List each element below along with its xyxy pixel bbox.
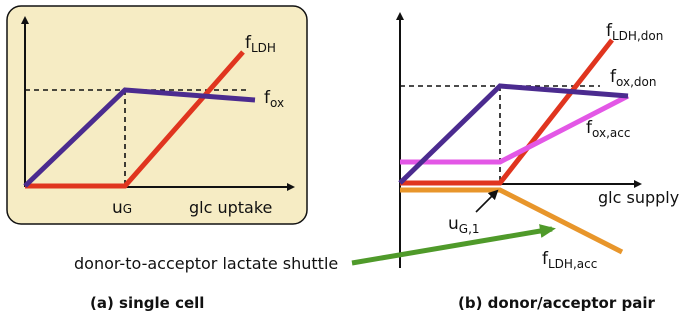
lactate-shuttle-label: donor-to-acceptor lactate shuttle: [74, 254, 338, 273]
panel-a-f-ox-label: fox: [264, 88, 284, 110]
panel-a-caption: (a) single cell: [90, 294, 204, 312]
panel-a-f-ldh-label: fLDH: [245, 33, 276, 55]
panel-b-f-ldh-don-label: fLDH,don: [606, 21, 663, 43]
panel-a: fLDH fox uG glc uptake: [6, 5, 308, 225]
panel-a-x-axis-label: glc uptake: [189, 198, 272, 217]
panel-b: fLDH,don fox,don fox,acc glc supply uG,1…: [396, 12, 679, 271]
panel-b-ug-label: uG,1: [448, 214, 480, 236]
panel-b-x-axis-label: glc supply: [598, 188, 679, 207]
panel-b-f-ldh-acc-label: fLDH,acc: [542, 249, 597, 271]
panel-b-ug-pointer-arrow: [475, 189, 499, 213]
lactate-shuttle-arrow: [351, 224, 556, 266]
panel-b-f-ox-don-label: fox,don: [610, 67, 656, 89]
panel-b-f-ox-acc-curve: [400, 93, 630, 165]
panel-a-ug-label: uG: [112, 198, 132, 218]
panel-a-f-ox-curve: [23, 87, 256, 188]
panel-b-f-ldh-don-curve: [400, 38, 614, 186]
panel-b-f-ox-acc-label: fox,acc: [586, 118, 630, 140]
panel-a-background: [6, 5, 308, 225]
panel-b-caption: (b) donor/acceptor pair: [458, 294, 655, 312]
panel-b-f-ox-don-curve: [398, 83, 629, 185]
panel-b-f-ldh-acc-curve: [400, 187, 624, 255]
